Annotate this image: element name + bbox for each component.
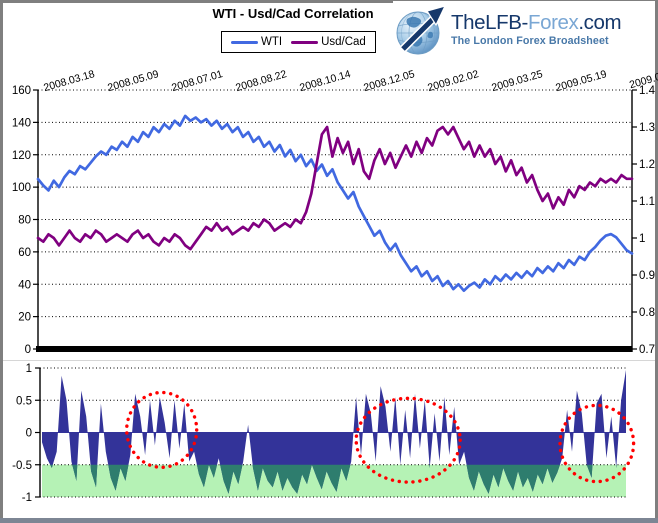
brand-text: TheLFB-Forex.com The London Forex Broads… bbox=[451, 11, 622, 47]
svg-text:0.5: 0.5 bbox=[16, 395, 32, 407]
svg-text:0: 0 bbox=[25, 344, 31, 356]
page-title: WTI - Usd/Cad Correlation bbox=[212, 6, 374, 21]
correlation-area bbox=[42, 369, 626, 494]
price-correlation-line-chart: 160 140 120 100 80 60 40 20 0 1.4 1.3 1.2 1.1 1 0.9 0.8… bbox=[12, 68, 658, 356]
chart-legend: WTI Usd/Cad bbox=[221, 31, 376, 53]
legend-label-wti: WTI bbox=[261, 36, 283, 48]
svg-text:-1: -1 bbox=[22, 492, 32, 504]
wti-line-swatch bbox=[231, 40, 258, 44]
svg-text:0.7: 0.7 bbox=[639, 344, 655, 356]
highlight-ellipse-1 bbox=[124, 390, 199, 470]
frame-border-right bbox=[655, 0, 658, 523]
svg-text:1.1: 1.1 bbox=[639, 196, 655, 208]
brand-accent: Forex bbox=[527, 11, 579, 35]
svg-text:1.2: 1.2 bbox=[639, 159, 655, 171]
legend-item-usdcad: Usd/Cad bbox=[291, 36, 366, 48]
svg-text:1: 1 bbox=[639, 233, 645, 245]
legend-label-usdcad: Usd/Cad bbox=[321, 36, 366, 48]
frame-border-left bbox=[0, 0, 3, 523]
correlation-area-chart: 1 0.5 0 -0.5 -1 bbox=[12, 363, 636, 504]
svg-text:0.9: 0.9 bbox=[639, 270, 655, 282]
globe-arrow-icon bbox=[396, 4, 447, 54]
usdcad-line-swatch bbox=[291, 40, 319, 44]
brand-suffix: .com bbox=[578, 11, 622, 35]
svg-text:1.4: 1.4 bbox=[639, 85, 656, 97]
correlation-area-in-band bbox=[50, 464, 617, 494]
highlight-ellipse-3 bbox=[558, 403, 636, 484]
brand-logo: TheLFB-Forex.com The London Forex Broads… bbox=[393, 1, 655, 58]
highlight-ellipse-2 bbox=[354, 396, 462, 484]
svg-text:1.3: 1.3 bbox=[639, 122, 655, 134]
brand-main: TheLFB- bbox=[451, 11, 528, 35]
svg-text:140: 140 bbox=[12, 117, 31, 129]
svg-text:80: 80 bbox=[18, 215, 31, 227]
svg-text:60: 60 bbox=[18, 247, 31, 259]
series-wti bbox=[36, 114, 634, 293]
axes: 160 140 120 100 80 60 40 20 0 1.4 1.3 1.2 1.1 1 0.9 0.8… bbox=[12, 85, 656, 356]
gridlines bbox=[38, 89, 632, 318]
svg-text:2008.03.18: 2008.03.18 bbox=[42, 68, 96, 94]
svg-text:-0.5: -0.5 bbox=[12, 460, 32, 472]
panel-divider bbox=[3, 360, 655, 361]
legend-item-wti: WTI bbox=[231, 36, 282, 48]
svg-text:0: 0 bbox=[26, 428, 32, 440]
frame-border-bottom bbox=[0, 518, 658, 523]
svg-text:40: 40 bbox=[18, 279, 31, 291]
corr-axis: 1 0.5 0 -0.5 -1 bbox=[12, 363, 41, 504]
frame-border-top bbox=[0, 0, 658, 3]
svg-text:0.8: 0.8 bbox=[639, 307, 655, 319]
brand-tagline: The London Forex Broadsheet bbox=[451, 34, 609, 47]
series-usd-cad bbox=[36, 125, 634, 251]
svg-text:1: 1 bbox=[26, 363, 32, 375]
svg-text:20: 20 bbox=[18, 312, 31, 324]
svg-text:160: 160 bbox=[12, 85, 31, 97]
svg-text:2008.07.01: 2008.07.01 bbox=[170, 68, 224, 94]
svg-text:120: 120 bbox=[12, 150, 31, 162]
svg-text:2009.03.25: 2009.03.25 bbox=[490, 68, 544, 94]
svg-text:100: 100 bbox=[12, 182, 31, 194]
zero-baseline-bar bbox=[36, 346, 632, 352]
svg-text:2008.12.05: 2008.12.05 bbox=[362, 68, 416, 94]
brand-name: TheLFB-Forex.com bbox=[451, 11, 622, 35]
